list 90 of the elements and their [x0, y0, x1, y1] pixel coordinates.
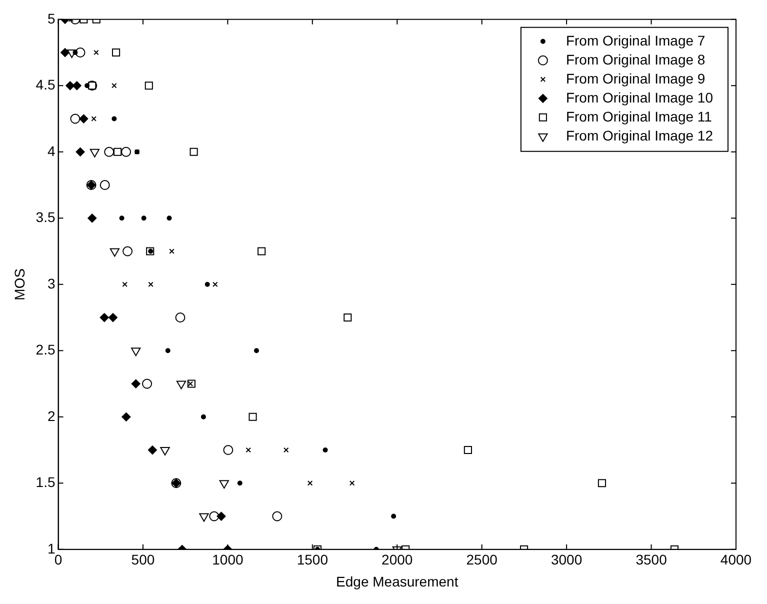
- point: [79, 114, 88, 124]
- legend-label: From Original Image 11: [566, 108, 712, 124]
- y-tick-label: 1: [47, 540, 56, 556]
- legend-label: From Original Image 7: [566, 32, 706, 48]
- y-tick-label: 1.5: [36, 474, 56, 490]
- point: [199, 513, 209, 522]
- point: [76, 147, 85, 156]
- point: [258, 247, 266, 256]
- point: [144, 82, 153, 90]
- point: [75, 48, 86, 58]
- x-axis-title: Edge Measurement: [336, 573, 458, 590]
- point: [169, 248, 174, 254]
- y-tick-label: 3: [47, 275, 56, 292]
- legend-label: From Original Image 10: [566, 89, 714, 106]
- y-tick-label: 2: [47, 408, 56, 424]
- point: [216, 512, 226, 521]
- point: [142, 378, 152, 389]
- point: [598, 479, 606, 488]
- point: [112, 48, 120, 57]
- point: [248, 412, 257, 421]
- x-tick-label: 0: [54, 552, 62, 568]
- point: [114, 148, 122, 156]
- point: [209, 511, 220, 522]
- point: [148, 282, 154, 288]
- point: [100, 180, 110, 190]
- point: [176, 380, 186, 390]
- point: [108, 313, 118, 322]
- point: [66, 50, 77, 58]
- point: [70, 114, 80, 124]
- point: [91, 116, 96, 122]
- x-tick-label: 2500: [466, 552, 498, 568]
- point: [212, 282, 218, 288]
- point: [90, 148, 100, 158]
- point: [464, 446, 472, 454]
- y-tick-label: 5: [47, 10, 56, 26]
- point: [104, 146, 114, 157]
- point: [122, 412, 131, 422]
- point: [148, 446, 157, 455]
- point: [200, 414, 206, 420]
- legend-label: From Original Image 8: [566, 51, 706, 68]
- point: [72, 50, 78, 56]
- point: [60, 48, 70, 58]
- point: [284, 447, 289, 453]
- x-tick-label: 1000: [212, 552, 244, 568]
- x-tick-label: 1500: [296, 552, 328, 568]
- y-tick-label: 2.5: [36, 342, 56, 358]
- y-tick-label: 4.5: [36, 76, 56, 93]
- point: [122, 246, 133, 256]
- point: [121, 146, 132, 157]
- point: [88, 214, 97, 223]
- point: [188, 381, 194, 386]
- x-tick-label: 4000: [720, 552, 752, 568]
- point: [110, 248, 120, 257]
- point: [122, 282, 128, 288]
- point: [141, 216, 146, 221]
- point: [131, 379, 140, 388]
- point: [84, 83, 90, 88]
- point: [190, 148, 198, 156]
- point: [322, 448, 328, 453]
- legend-label: From Original Image 12: [566, 127, 714, 144]
- point: [349, 480, 355, 486]
- point: [166, 216, 172, 221]
- point: [175, 312, 186, 323]
- point: [160, 447, 170, 456]
- point: [112, 116, 117, 122]
- y-tick-label: 3.5: [36, 209, 56, 226]
- point: [165, 348, 170, 354]
- point: [307, 480, 313, 486]
- legend-label: From Original Image 9: [566, 70, 706, 86]
- y-tick-label: 4: [47, 142, 56, 159]
- x-tick-label: 2000: [382, 552, 413, 568]
- point: [112, 83, 117, 88]
- point: [100, 313, 109, 322]
- point: [344, 313, 352, 322]
- point: [204, 282, 210, 287]
- point: [272, 511, 282, 522]
- x-tick-label: 500: [131, 552, 155, 568]
- point: [391, 514, 396, 519]
- point: [246, 447, 251, 453]
- point: [223, 445, 234, 456]
- point: [119, 216, 124, 221]
- y-axis-title: MOS: [11, 268, 28, 300]
- point: [254, 348, 259, 354]
- x-tick-label: 3500: [636, 552, 668, 568]
- point: [131, 348, 141, 356]
- point: [94, 50, 99, 56]
- point: [187, 380, 196, 388]
- point: [219, 480, 229, 489]
- x-tick-label: 3000: [550, 552, 582, 568]
- point: [237, 480, 242, 486]
